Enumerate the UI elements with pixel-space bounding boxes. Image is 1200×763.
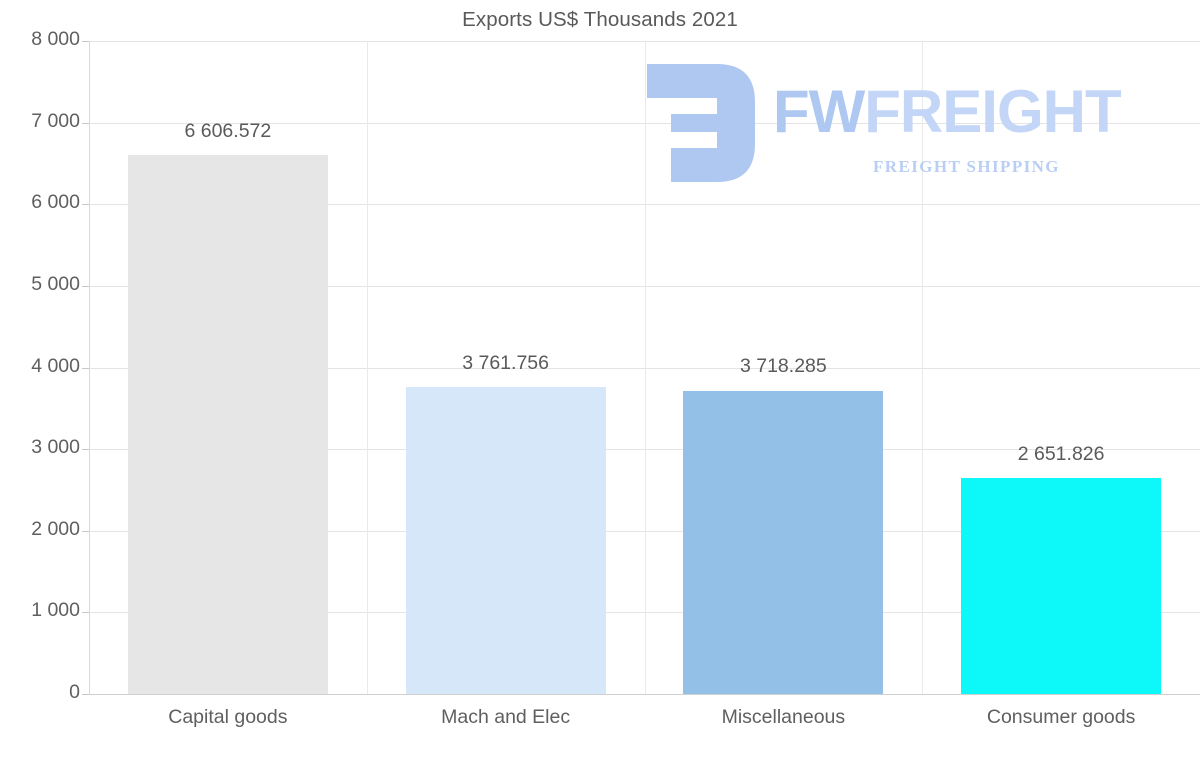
y-axis-label: 1 000 <box>31 599 80 622</box>
y-axis-label: 8 000 <box>31 28 80 50</box>
y-axis-tick <box>82 285 89 287</box>
category-gridline <box>366 41 368 694</box>
bar-capital-goods[interactable] <box>127 154 328 694</box>
y-axis-tick <box>82 449 89 451</box>
category-gridline <box>644 41 646 694</box>
bar-miscellaneous[interactable] <box>683 390 884 694</box>
y-axis-label: 0 <box>69 681 80 703</box>
y-axis-labels: 0 1 000 2 000 3 000 4 000 5 000 6 000 7 000 8 00… <box>0 0 80 763</box>
bar-mach-and-elec[interactable] <box>405 386 606 694</box>
y-axis-tick <box>82 694 89 695</box>
y-axis-tick <box>82 204 89 206</box>
y-axis-tick <box>82 612 89 614</box>
x-axis-label: Miscellaneous <box>721 706 846 728</box>
chart-title: Exports US$ Thousands 2021 <box>462 8 738 31</box>
y-axis-label: 2 000 <box>31 517 80 540</box>
bar-value-label: 6 606.572 <box>184 119 272 142</box>
x-axis-line <box>89 694 1200 695</box>
bars-layer <box>0 41 1200 694</box>
y-axis-label: 5 000 <box>31 272 80 295</box>
y-axis-label: 4 000 <box>31 354 80 377</box>
y-axis-tick <box>82 367 89 369</box>
y-axis-tick <box>82 41 89 42</box>
y-axis-label: 6 000 <box>31 191 80 214</box>
x-axis-label: Mach and Elec <box>441 706 571 728</box>
bar-value-label: 2 651.826 <box>1017 442 1105 465</box>
y-axis-tick <box>82 122 89 124</box>
bar-consumer-goods[interactable] <box>961 477 1162 694</box>
y-axis-label: 7 000 <box>31 109 80 132</box>
bar-value-label: 3 718.285 <box>739 355 827 378</box>
x-axis-label: Consumer goods <box>986 706 1136 728</box>
bar-value-label: 3 761.756 <box>462 351 549 374</box>
category-gridline <box>922 41 924 694</box>
y-axis-label: 3 000 <box>31 436 80 459</box>
x-axis-label: Capital goods <box>168 706 288 728</box>
y-axis-line <box>89 41 90 694</box>
y-axis-tick <box>82 530 89 532</box>
